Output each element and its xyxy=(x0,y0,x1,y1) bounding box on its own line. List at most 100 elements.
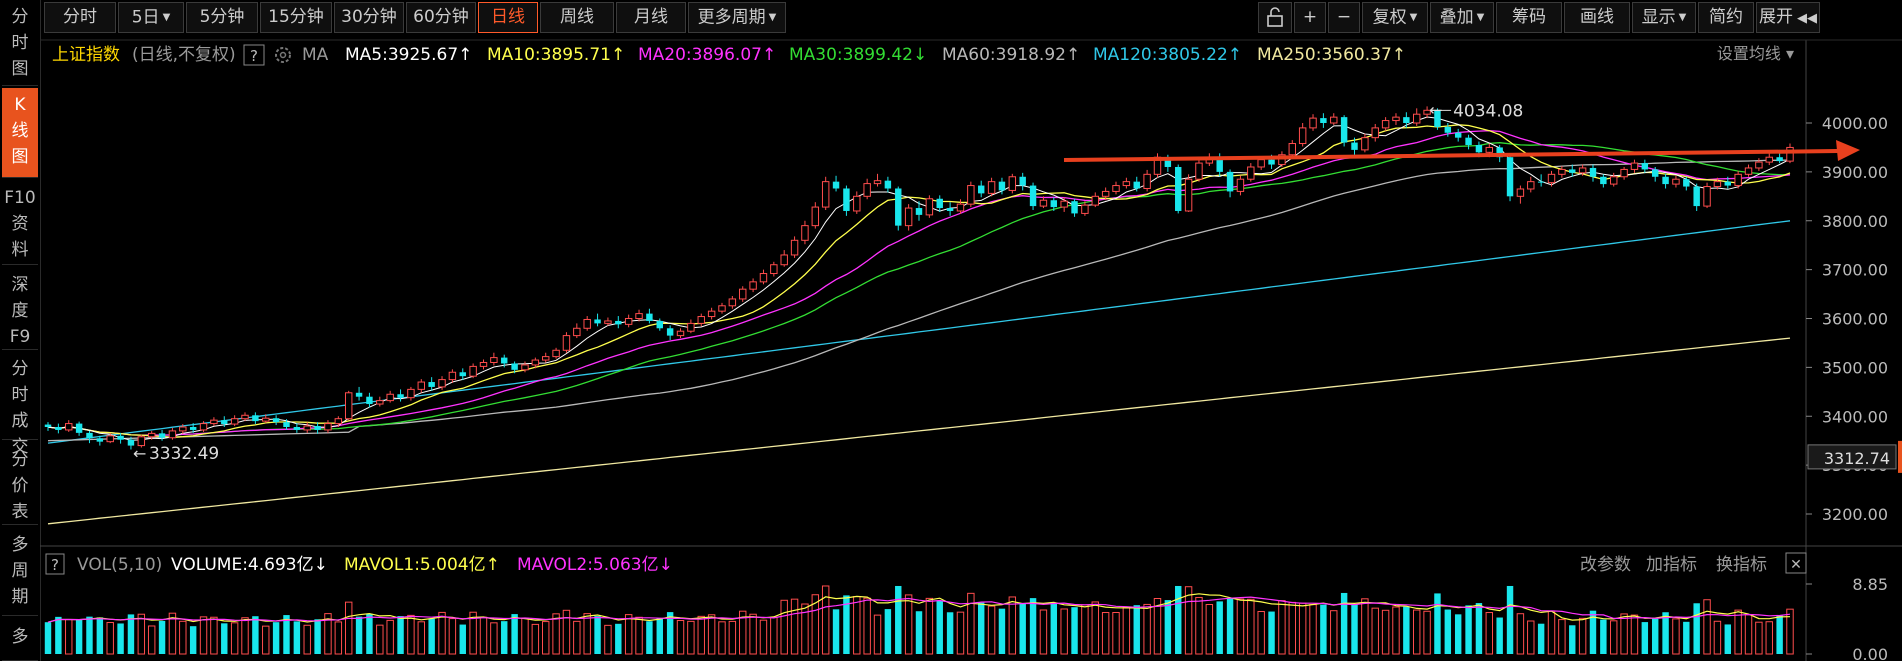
volume-bar xyxy=(1371,607,1379,655)
switch-indicator-button: 换指标 xyxy=(1716,555,1767,575)
period-button-7[interactable]: 周线 xyxy=(540,2,614,33)
volume-bar xyxy=(904,594,913,655)
vol-help-button[interactable] xyxy=(45,553,65,575)
close-icon: ✕ xyxy=(1790,557,1802,573)
volume-bar xyxy=(635,616,643,655)
volume-bar xyxy=(987,605,996,655)
volume-bar xyxy=(1734,609,1742,655)
ma10-line xyxy=(47,124,1791,438)
volume-bar xyxy=(821,585,830,655)
period-button-3[interactable]: 15分钟 xyxy=(260,2,332,33)
volume-bar xyxy=(895,585,902,654)
period-button-4[interactable]: 30分钟 xyxy=(334,2,404,33)
period-button-6[interactable]: 日线 xyxy=(478,2,538,33)
tool-button-2[interactable]: 复权 ▼ xyxy=(1362,2,1428,33)
candle-body xyxy=(1112,185,1120,192)
volume-bar xyxy=(562,609,571,655)
trend-line[interactable] xyxy=(1063,149,1839,162)
ma5-line xyxy=(47,116,1791,441)
price-tick-label: 3600.00 xyxy=(1822,310,1888,329)
volume-bar xyxy=(1122,606,1131,655)
tool-button-6[interactable]: 显示 ▼ xyxy=(1632,2,1696,33)
candle-body xyxy=(1662,176,1669,185)
candle-body xyxy=(1589,167,1597,177)
candle-body xyxy=(1724,181,1732,186)
candle-body xyxy=(1434,110,1441,127)
ma60-line xyxy=(47,159,1791,442)
collapse-icon: ◀◀ xyxy=(1797,11,1817,26)
tool-label: 展开 xyxy=(1759,7,1793,27)
ma-legend-6: MA250:3560.37↑ xyxy=(1257,45,1406,65)
ma120-line xyxy=(47,220,1791,444)
candle-body xyxy=(977,185,985,194)
candle-body xyxy=(759,273,768,283)
tool-button-5[interactable]: 画线 xyxy=(1564,2,1630,33)
tool-button-4[interactable]: 筹码 xyxy=(1496,2,1562,33)
volume-bar xyxy=(1651,618,1659,654)
tool-button-1[interactable]: − xyxy=(1328,2,1360,33)
period-button-1[interactable]: 5日 ▼ xyxy=(118,2,184,33)
candle-body xyxy=(1247,166,1255,180)
help-label: ? xyxy=(250,47,258,65)
gear-icon[interactable] xyxy=(275,47,291,63)
period-label: 30分钟 xyxy=(341,7,397,27)
candle-body xyxy=(501,357,508,364)
candle-body xyxy=(915,208,923,215)
candle-body xyxy=(147,432,156,438)
sidebar-tab-5[interactable]: 分 价 表 xyxy=(2,443,38,525)
volume-bar xyxy=(1569,625,1576,654)
period-button-8[interactable]: 月线 xyxy=(616,2,686,33)
sidebar-tab-4[interactable]: 分 时 成 交 xyxy=(2,352,38,457)
candle-body xyxy=(1412,113,1421,124)
chevron-down-icon: ▼ xyxy=(162,12,171,23)
vol-tick-label: 0.00 xyxy=(1852,645,1888,661)
volume-bar xyxy=(1175,585,1182,654)
tool-button-0[interactable]: + xyxy=(1294,2,1326,33)
period-button-9[interactable]: 更多周期 ▼ xyxy=(688,2,786,33)
volume-bar xyxy=(86,616,93,654)
volume-bar xyxy=(718,621,726,655)
tool-button-3[interactable]: 叠加 ▼ xyxy=(1430,2,1494,33)
sidebar-tab-1[interactable]: K 线 图 xyxy=(2,88,38,178)
tool-button-7[interactable]: 简约 xyxy=(1698,2,1754,33)
change-params-button: 改参数 xyxy=(1580,555,1631,575)
volume-bar xyxy=(1081,604,1089,655)
lock-button[interactable] xyxy=(1258,2,1292,33)
volume-bar xyxy=(272,622,280,654)
candle-body xyxy=(1278,154,1286,166)
volume-bar xyxy=(1589,610,1597,654)
volume-bar xyxy=(1465,605,1472,654)
sidebar-tab-6[interactable]: 多 周 期 xyxy=(2,528,38,616)
candle-body xyxy=(448,371,457,381)
volume-bar xyxy=(1713,620,1722,655)
candle-body xyxy=(1164,157,1172,167)
volume-bar xyxy=(314,619,321,654)
sidebar-tab-2[interactable]: F10 资 料 xyxy=(2,181,38,265)
period-label: 日线 xyxy=(491,7,525,27)
period-button-2[interactable]: 5分钟 xyxy=(186,2,258,33)
period-button-0[interactable]: 分时 xyxy=(44,2,116,33)
volume-bar xyxy=(1516,613,1525,655)
tool-button-8[interactable]: 展开 ◀◀ xyxy=(1756,2,1820,33)
candle-body xyxy=(1340,117,1348,143)
candle-body xyxy=(334,418,343,425)
price-tick-label: 3500.00 xyxy=(1822,358,1888,377)
chevron-down-icon: ▼ xyxy=(1678,12,1687,23)
candle-body xyxy=(230,418,239,425)
volume-bar xyxy=(479,616,488,655)
volume-bar xyxy=(1755,621,1763,655)
sidebar-tab-0[interactable]: 分 时 图 xyxy=(2,0,38,86)
volume-bar xyxy=(407,614,415,655)
volume-bar xyxy=(1340,592,1348,654)
help-button[interactable] xyxy=(243,44,265,66)
candle-body xyxy=(1683,179,1690,187)
sidebar-tab-3[interactable]: 深 度 F9 xyxy=(2,268,38,350)
period-button-5[interactable]: 60分钟 xyxy=(406,2,476,33)
vol-close-button[interactable] xyxy=(1785,552,1807,574)
volume-bar xyxy=(1226,598,1234,654)
volume-bar xyxy=(1143,603,1151,655)
candle-body xyxy=(594,319,601,324)
volume-bar xyxy=(832,609,840,654)
volume-bar xyxy=(1392,606,1400,655)
